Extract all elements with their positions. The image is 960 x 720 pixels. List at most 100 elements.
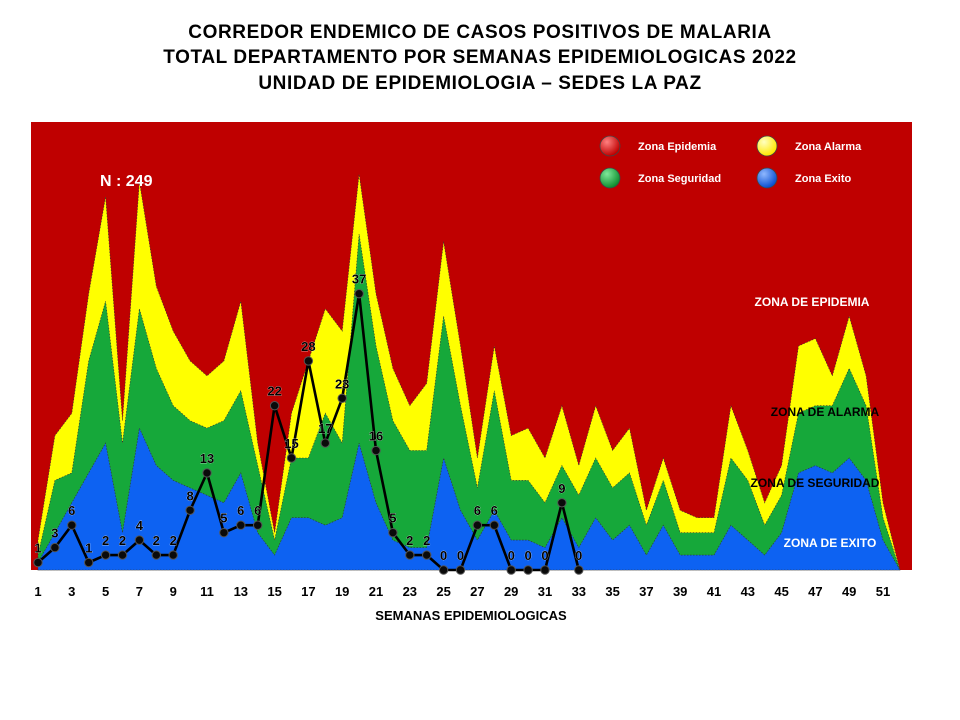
case-point-week-15 xyxy=(269,401,280,411)
legend-label-epidemia: Zona Epidemia xyxy=(638,141,717,153)
case-value-label-week-18: 17 xyxy=(318,421,332,436)
x-tick-label-3: 3 xyxy=(68,584,75,599)
case-value-label-week-20: 37 xyxy=(352,272,366,287)
case-value-label-week-25: 0 xyxy=(440,548,447,563)
x-tick-label-11: 11 xyxy=(200,584,214,599)
x-tick-label-1: 1 xyxy=(34,584,41,599)
case-point-week-10 xyxy=(185,505,195,515)
x-tick-label-43: 43 xyxy=(741,584,755,599)
case-value-label-week-30: 0 xyxy=(524,548,531,563)
case-value-label-week-7: 4 xyxy=(136,518,144,533)
case-value-label-week-24: 2 xyxy=(423,533,430,548)
case-point-week-13 xyxy=(236,520,246,530)
chart-title-line-1: CORREDOR ENDEMICO DE CASOS POSITIVOS DE … xyxy=(188,22,772,43)
case-point-week-29 xyxy=(506,565,516,575)
case-point-week-7 xyxy=(134,535,145,545)
case-value-label-week-17: 28 xyxy=(301,339,315,354)
x-tick-label-9: 9 xyxy=(170,584,177,599)
case-value-label-week-31: 0 xyxy=(541,548,548,563)
case-value-label-week-4: 1 xyxy=(85,541,92,556)
case-value-label-week-16: 15 xyxy=(284,436,298,451)
x-tick-label-29: 29 xyxy=(504,584,518,599)
zona-exito-area xyxy=(37,427,901,571)
x-tick-label-33: 33 xyxy=(572,584,586,599)
x-tick-label-37: 37 xyxy=(639,584,653,599)
case-value-label-week-14: 6 xyxy=(254,503,261,518)
case-value-label-week-21: 16 xyxy=(369,429,383,444)
x-tick-label-35: 35 xyxy=(605,584,619,599)
zone-label-exito: ZONA DE EXITO xyxy=(784,536,877,550)
legend-label-exito: Zona Exito xyxy=(795,173,852,185)
case-value-label-week-29: 0 xyxy=(508,548,515,563)
legend-swatch-alarma xyxy=(756,135,778,157)
x-tick-label-51: 51 xyxy=(876,584,890,599)
case-value-label-week-28: 6 xyxy=(491,503,498,518)
case-value-label-week-22: 5 xyxy=(389,511,396,526)
case-value-label-week-11: 13 xyxy=(200,451,214,466)
x-tick-label-47: 47 xyxy=(808,584,822,599)
case-point-week-20 xyxy=(354,289,364,299)
zone-label-epidemia: ZONA DE EPIDEMIA xyxy=(755,295,870,309)
x-tick-label-13: 13 xyxy=(234,584,248,599)
x-tick-label-23: 23 xyxy=(403,584,417,599)
case-point-week-12 xyxy=(219,527,229,538)
case-point-week-24 xyxy=(422,550,432,560)
case-value-label-week-19: 23 xyxy=(335,376,349,391)
zone-label-alarma: ZONA DE ALARMA xyxy=(771,405,880,419)
case-point-week-3 xyxy=(67,520,77,530)
case-value-label-week-26: 0 xyxy=(457,548,464,563)
legend-swatch-epidemia xyxy=(599,135,621,157)
case-value-label-week-10: 8 xyxy=(186,488,193,503)
case-point-week-33 xyxy=(574,565,584,575)
case-value-label-week-6: 2 xyxy=(119,533,126,548)
case-value-label-week-13: 6 xyxy=(237,503,244,518)
case-value-label-week-33: 0 xyxy=(575,548,582,563)
x-tick-label-45: 45 xyxy=(774,584,788,599)
case-point-week-28 xyxy=(489,520,499,530)
x-tick-label-5: 5 xyxy=(102,584,109,599)
case-value-label-week-9: 2 xyxy=(170,533,177,548)
case-value-label-week-8: 2 xyxy=(153,533,160,548)
chart-title-line-3: UNIDAD DE EPIDEMIOLOGIA – SEDES LA PAZ xyxy=(258,73,702,94)
case-point-week-8 xyxy=(151,550,162,560)
case-value-label-week-32: 9 xyxy=(558,481,565,496)
zona-seguridad-area xyxy=(37,233,901,571)
x-tick-label-31: 31 xyxy=(538,584,552,599)
case-point-week-30 xyxy=(523,565,533,575)
x-tick-label-27: 27 xyxy=(470,584,484,599)
x-tick-label-19: 19 xyxy=(335,584,349,599)
legend-swatch-seguridad xyxy=(599,167,621,189)
case-value-label-week-3: 6 xyxy=(68,503,75,518)
case-value-label-week-12: 5 xyxy=(220,511,227,526)
case-point-week-11 xyxy=(202,468,212,478)
case-value-label-week-15: 22 xyxy=(267,384,281,399)
case-point-week-16 xyxy=(286,453,297,463)
x-axis-label: SEMANAS EPIDEMIOLOGICAS xyxy=(375,608,567,623)
case-point-week-21 xyxy=(371,445,381,456)
zone-label-seguridad: ZONA DE SEGURIDAD xyxy=(751,476,880,490)
case-point-week-17 xyxy=(303,356,314,366)
legend-label-alarma: Zona Alarma xyxy=(795,141,862,153)
case-point-week-5 xyxy=(100,550,111,560)
x-tick-label-21: 21 xyxy=(369,584,383,599)
n-total-annotation: N : 249 xyxy=(100,173,153,190)
x-tick-label-7: 7 xyxy=(136,584,143,599)
case-point-week-25 xyxy=(438,565,449,575)
x-tick-label-39: 39 xyxy=(673,584,687,599)
case-value-label-week-23: 2 xyxy=(406,533,413,548)
case-point-week-4 xyxy=(84,557,94,568)
case-point-week-2 xyxy=(50,542,60,553)
case-value-label-week-2: 3 xyxy=(51,526,58,541)
case-point-week-18 xyxy=(320,438,330,448)
case-point-week-6 xyxy=(117,550,128,560)
legend-swatch-exito xyxy=(756,167,778,189)
case-point-week-26 xyxy=(455,565,466,575)
case-point-week-9 xyxy=(168,550,178,560)
case-point-week-19 xyxy=(337,393,347,403)
case-point-week-14 xyxy=(253,520,263,530)
chart-title-line-2: TOTAL DEPARTAMENTO POR SEMANAS EPIDEMIOL… xyxy=(163,47,797,68)
case-value-label-week-1: 1 xyxy=(34,541,41,556)
case-point-week-32 xyxy=(557,498,567,508)
case-point-week-31 xyxy=(540,565,550,575)
